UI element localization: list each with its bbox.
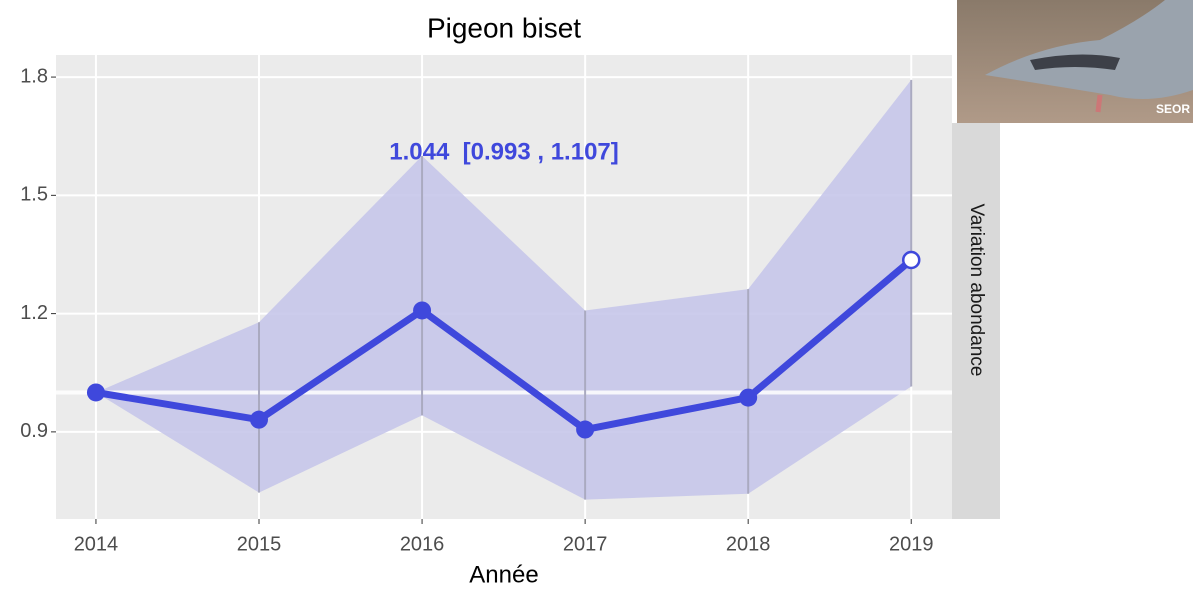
chart: Variation abondance Pigeon biset Année S…	[0, 0, 1193, 589]
x-tick-label: 2015	[237, 533, 282, 555]
point	[250, 411, 268, 429]
point	[739, 389, 757, 407]
x-tick-label: 2019	[889, 533, 934, 555]
x-tick-label: 2016	[400, 533, 445, 555]
photo: SEOR	[957, 0, 1193, 123]
photo-credit: SEOR	[1156, 102, 1190, 116]
chart-title: Pigeon biset	[427, 12, 581, 43]
point	[903, 252, 919, 268]
strip-label: Variation abondance	[966, 204, 987, 377]
x-tick-label: 2018	[726, 533, 771, 555]
y-tick-label: 1.8	[20, 65, 48, 87]
x-tick-label: 2017	[563, 533, 608, 555]
y-tick-label: 1.5	[20, 184, 48, 206]
point	[576, 421, 594, 439]
x-tick-label: 2014	[74, 533, 119, 555]
y-tick-label: 1.2	[20, 302, 48, 324]
y-tick-label: 0.9	[20, 420, 48, 442]
point	[87, 383, 105, 401]
x-axis-label: Année	[469, 561, 538, 588]
annotation: 1.044 [0.993 , 1.107]	[389, 138, 619, 165]
point	[413, 301, 431, 319]
